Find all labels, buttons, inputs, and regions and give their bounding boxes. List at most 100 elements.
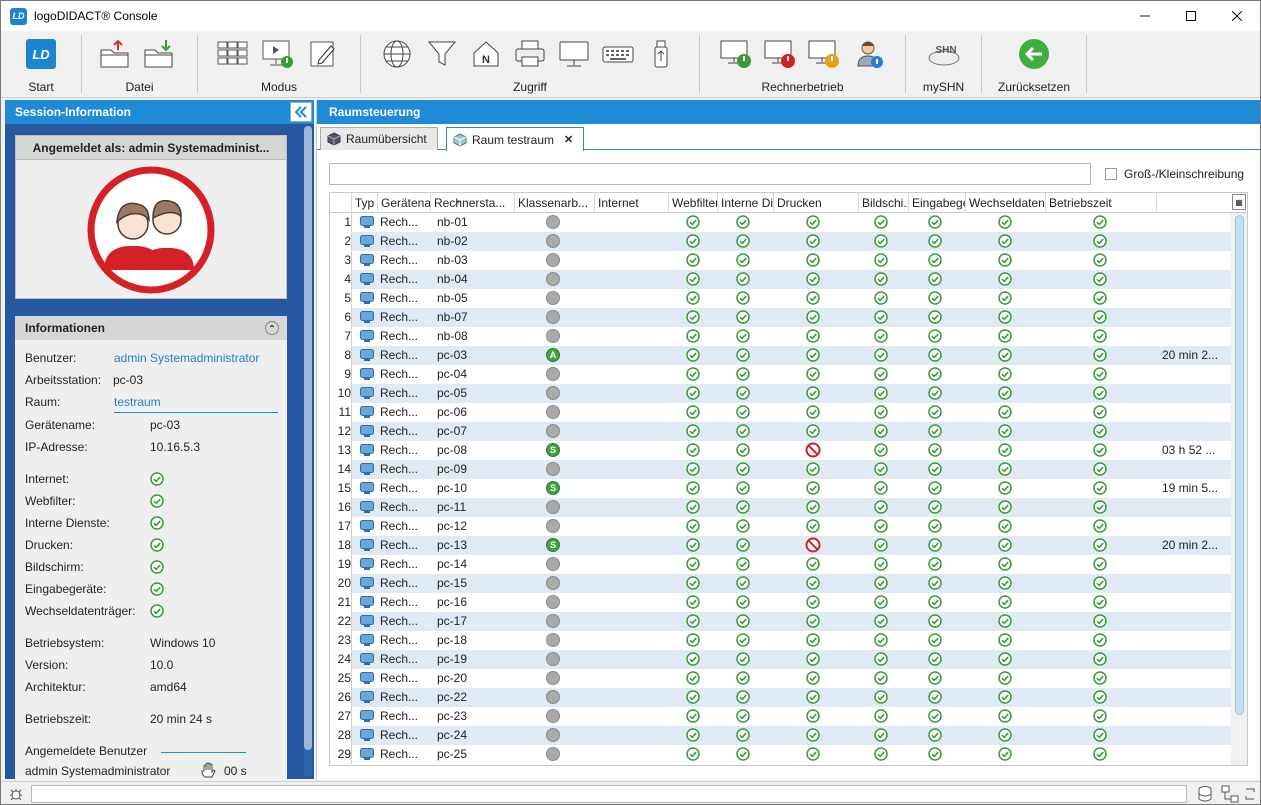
ok-check-icon[interactable] xyxy=(736,291,750,307)
ok-check-icon[interactable] xyxy=(874,462,888,478)
ok-check-icon[interactable] xyxy=(998,329,1012,345)
shutdown-icon[interactable] xyxy=(763,37,797,71)
ok-check-icon[interactable] xyxy=(1093,329,1107,345)
usb-drive-icon[interactable] xyxy=(644,37,678,71)
printer-icon[interactable] xyxy=(513,37,547,71)
ok-check-icon[interactable] xyxy=(998,424,1012,440)
ok-check-icon[interactable] xyxy=(1093,386,1107,402)
ok-check-icon[interactable] xyxy=(928,272,942,288)
ok-check-icon[interactable] xyxy=(998,747,1012,763)
column-header[interactable]: Typ xyxy=(352,193,378,213)
ok-check-icon[interactable] xyxy=(998,614,1012,630)
ok-check-icon[interactable] xyxy=(928,443,942,459)
ok-check-icon[interactable] xyxy=(928,709,942,725)
internal-services-icon[interactable]: N xyxy=(469,37,503,71)
monitor-icon[interactable] xyxy=(557,37,591,71)
ok-check-icon[interactable] xyxy=(806,253,820,269)
table-row[interactable]: 25 Rech... pc-20 xyxy=(330,669,1232,688)
benutzer-link[interactable]: admin Systemadministrator xyxy=(114,351,260,365)
table-row[interactable]: 20 Rech... pc-15 xyxy=(330,574,1232,593)
ok-check-icon[interactable] xyxy=(736,633,750,649)
ok-check-icon[interactable] xyxy=(874,481,888,497)
user-logout-icon[interactable] xyxy=(852,37,886,71)
ok-check-icon[interactable] xyxy=(686,614,700,630)
close-tab-icon[interactable]: ✕ xyxy=(564,134,574,146)
table-row[interactable]: 26 Rech... pc-22 xyxy=(330,688,1232,707)
ok-check-icon[interactable] xyxy=(874,747,888,763)
minimize-button[interactable] xyxy=(1122,1,1168,31)
ok-check-icon[interactable] xyxy=(736,728,750,744)
ok-check-icon[interactable] xyxy=(806,272,820,288)
ok-check-icon[interactable] xyxy=(874,310,888,326)
column-header[interactable]: Wechseldatentr... xyxy=(966,193,1046,213)
ok-check-icon[interactable] xyxy=(806,633,820,649)
table-row[interactable]: 17 Rech... pc-12 xyxy=(330,517,1232,536)
ok-check-icon[interactable] xyxy=(736,215,750,231)
column-header[interactable]: Interne Dien... xyxy=(718,193,774,213)
webfilter-funnel-icon[interactable] xyxy=(425,37,459,71)
grid-mode-icon[interactable] xyxy=(216,37,250,71)
network-icon[interactable] xyxy=(1221,785,1239,803)
ok-check-icon[interactable] xyxy=(1093,614,1107,630)
ok-check-icon[interactable] xyxy=(874,633,888,649)
ok-check-icon[interactable] xyxy=(1093,652,1107,668)
ok-check-icon[interactable] xyxy=(998,633,1012,649)
keyboard-icon[interactable] xyxy=(601,37,635,71)
ok-check-icon[interactable] xyxy=(928,538,942,554)
column-header[interactable]: Internet xyxy=(595,193,669,213)
ok-check-icon[interactable] xyxy=(874,329,888,345)
ok-check-icon[interactable] xyxy=(736,481,750,497)
ok-check-icon[interactable] xyxy=(806,519,820,535)
ok-check-icon[interactable] xyxy=(736,538,750,554)
tab-raumuebersicht[interactable]: Raumübersicht xyxy=(320,127,438,150)
column-header[interactable]: Gerätena... xyxy=(378,193,431,213)
column-menu-icon[interactable]: ▦ xyxy=(1232,194,1246,210)
ok-check-icon[interactable] xyxy=(874,538,888,554)
ok-check-icon[interactable] xyxy=(806,709,820,725)
collapse-up-icon[interactable]: ⌃ xyxy=(265,321,279,335)
ok-check-icon[interactable] xyxy=(686,367,700,383)
ok-check-icon[interactable] xyxy=(998,576,1012,592)
ok-check-icon[interactable] xyxy=(1093,728,1107,744)
case-sensitive-checkbox[interactable]: Groß-/Kleinschreibung xyxy=(1105,167,1244,181)
ok-check-icon[interactable] xyxy=(736,348,750,364)
ok-check-icon[interactable] xyxy=(874,557,888,573)
ok-check-icon[interactable] xyxy=(686,709,700,725)
table-row[interactable]: 19 Rech... pc-14 xyxy=(330,555,1232,574)
blocked-icon[interactable] xyxy=(805,442,821,458)
ok-check-icon[interactable] xyxy=(1093,500,1107,516)
ok-check-icon[interactable] xyxy=(998,310,1012,326)
table-scrollbar[interactable] xyxy=(1231,213,1247,765)
ok-check-icon[interactable] xyxy=(1093,633,1107,649)
ok-check-icon[interactable] xyxy=(1093,709,1107,725)
ok-check-icon[interactable] xyxy=(686,481,700,497)
ok-check-icon[interactable] xyxy=(928,348,942,364)
ok-check-icon[interactable] xyxy=(686,215,700,231)
ok-check-icon[interactable] xyxy=(736,310,750,326)
column-header[interactable]: Bildschi... xyxy=(859,193,909,213)
table-row[interactable]: 16 Rech... pc-11 xyxy=(330,498,1232,517)
column-header[interactable]: Betriebszeit xyxy=(1046,193,1157,213)
session-panel-scrollbar[interactable] xyxy=(304,126,312,776)
ok-check-icon[interactable] xyxy=(874,367,888,383)
ok-check-icon[interactable] xyxy=(1093,291,1107,307)
reset-arrow-icon[interactable] xyxy=(1017,37,1051,71)
ok-check-icon[interactable] xyxy=(874,386,888,402)
ok-check-icon[interactable] xyxy=(686,728,700,744)
ok-check-icon[interactable] xyxy=(686,462,700,478)
ok-check-icon[interactable] xyxy=(686,595,700,611)
ok-check-icon[interactable] xyxy=(686,272,700,288)
ok-check-icon[interactable] xyxy=(806,728,820,744)
ok-check-icon[interactable] xyxy=(736,576,750,592)
power-on-icon[interactable] xyxy=(719,37,753,71)
ok-check-icon[interactable] xyxy=(686,253,700,269)
ok-check-icon[interactable] xyxy=(928,215,942,231)
ok-check-icon[interactable] xyxy=(998,386,1012,402)
ok-check-icon[interactable] xyxy=(686,519,700,535)
ok-check-icon[interactable] xyxy=(806,234,820,250)
table-row[interactable]: 22 Rech... pc-17 xyxy=(330,612,1232,631)
ok-check-icon[interactable] xyxy=(1093,671,1107,687)
table-row[interactable]: 27 Rech... pc-23 xyxy=(330,707,1232,726)
table-row[interactable]: 15 Rech... pc-10 S 19 min 5... xyxy=(330,479,1232,498)
ok-check-icon[interactable] xyxy=(1093,367,1107,383)
